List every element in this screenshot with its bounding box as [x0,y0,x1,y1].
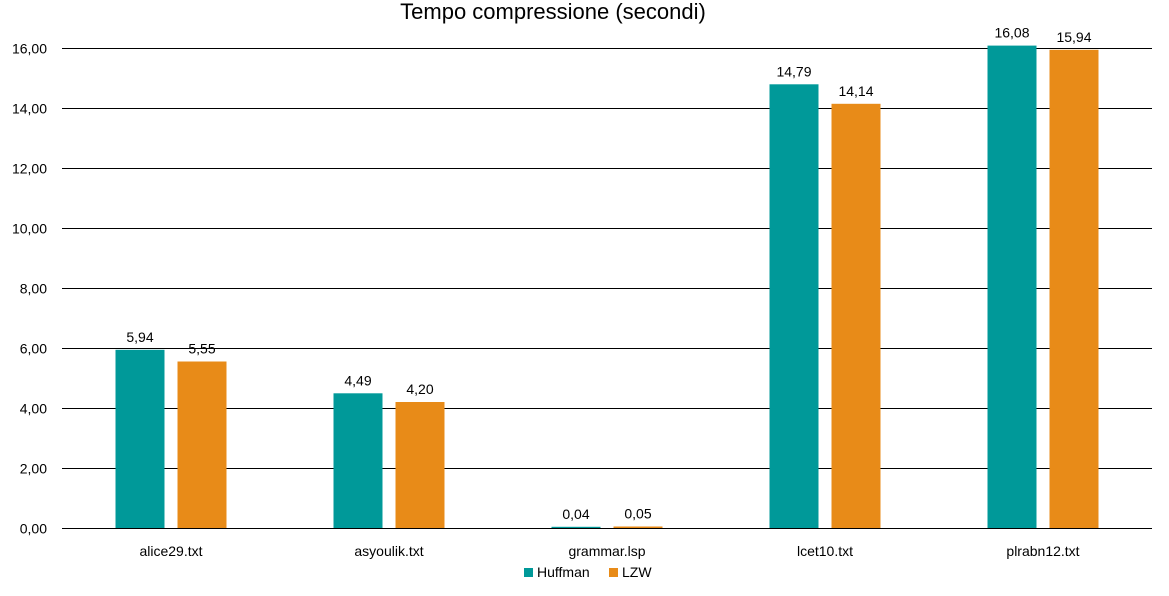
x-category-label: grammar.lsp [568,543,645,559]
data-label: 0,04 [562,506,589,522]
data-labels: 5,94 5,55 4,49 4,20 0,04 0,05 14,79 14,14 16,08 1… [126,25,1091,522]
chart-title: Tempo compressione (secondi) [400,0,706,24]
y-tick-label: 16,00 [12,41,47,57]
y-tick-label: 14,00 [12,101,47,117]
bar-huffman [115,349,165,528]
bars [115,45,1099,529]
data-label: 14,79 [776,63,811,79]
legend-swatch-lzw [609,568,618,577]
gridlines [62,48,1152,529]
x-axis-categories: alice29.txt asyoulik.txt grammar.lsp lcet10… [139,543,1079,559]
y-tick-label: 2,00 [20,461,47,477]
x-category-label: alice29.txt [139,543,202,559]
bar-lzw [831,103,881,529]
data-label: 4,49 [344,372,371,388]
y-tick-label: 8,00 [20,281,47,297]
data-label: 14,14 [838,83,873,99]
bar-huffman [987,45,1037,528]
data-label: 16,08 [994,25,1029,41]
x-category-label: asyoulik.txt [354,543,423,559]
bar-huffman [333,393,383,528]
y-tick-label: 12,00 [12,161,47,177]
bar-huffman [551,526,601,528]
data-label: 5,94 [126,329,153,345]
legend-label-huffman: Huffman [537,564,590,580]
x-category-label: lcet10.txt [797,543,853,559]
legend-label-lzw: LZW [622,564,652,580]
x-category-label: plrabn12.txt [1006,543,1079,559]
bar-huffman [769,84,819,529]
data-label: 5,55 [188,341,215,357]
y-tick-label: 6,00 [20,341,47,357]
bar-lzw [1049,49,1099,529]
y-tick-label: 0,00 [20,521,47,537]
bar-lzw [395,402,445,528]
data-label: 4,20 [406,381,433,397]
y-axis-ticks: 0,00 2,00 4,00 6,00 8,00 10,00 12,00 14,00 16,00 [12,41,47,537]
y-tick-label: 4,00 [20,401,47,417]
bar-lzw [613,526,663,528]
data-label: 0,05 [624,506,651,522]
y-tick-label: 10,00 [12,221,47,237]
legend-swatch-huffman [524,568,533,577]
bar-lzw [177,361,227,528]
data-label: 15,94 [1056,29,1091,45]
legend: Huffman LZW [524,564,652,580]
